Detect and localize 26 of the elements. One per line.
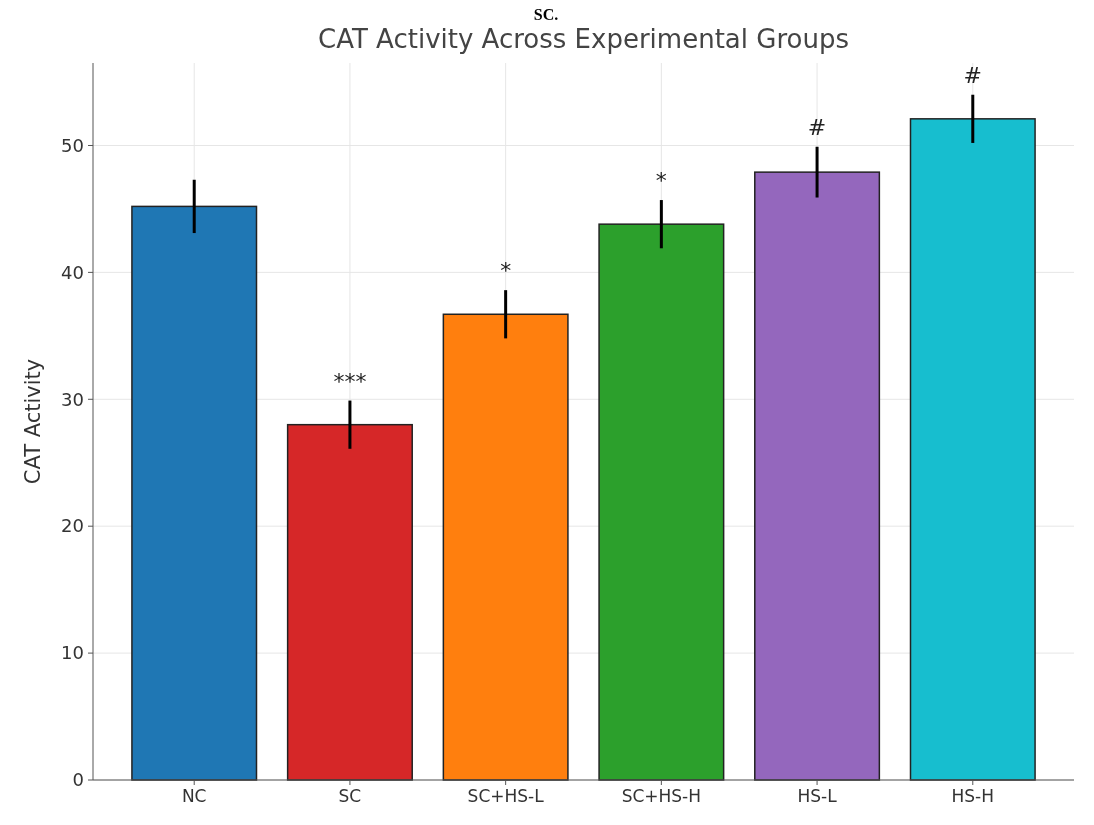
chart-title: CAT Activity Across Experimental Groups bbox=[318, 24, 849, 54]
annotation: # bbox=[807, 114, 827, 140]
bar bbox=[598, 223, 725, 781]
annotation: *** bbox=[333, 368, 367, 394]
y-tick-label: 50 bbox=[61, 134, 84, 156]
annotation: # bbox=[963, 62, 982, 88]
x-tick-label: HS-L bbox=[797, 786, 838, 806]
bar bbox=[754, 171, 881, 781]
bar bbox=[442, 313, 569, 781]
x-tick-label: SC+HS-L bbox=[467, 786, 545, 806]
y-tick-label: 10 bbox=[61, 642, 84, 664]
x-tick-label: HS-H bbox=[951, 786, 995, 806]
y-tick-label: 0 bbox=[72, 769, 84, 791]
y-tick-label: 40 bbox=[61, 261, 84, 283]
annotation: * bbox=[655, 168, 667, 194]
bar bbox=[286, 423, 413, 781]
x-tick-label: NC bbox=[181, 786, 207, 806]
y-tick-label: 30 bbox=[61, 388, 84, 410]
y-tick-label: 20 bbox=[61, 515, 84, 537]
text: SC. bbox=[533, 6, 559, 23]
y-axis-title: CAT Activity bbox=[21, 358, 45, 485]
bar bbox=[131, 205, 258, 781]
x-tick-label: SC bbox=[338, 786, 362, 806]
x-tick-label: SC+HS-H bbox=[621, 786, 702, 806]
annotation: * bbox=[500, 258, 512, 284]
bar bbox=[909, 118, 1036, 781]
